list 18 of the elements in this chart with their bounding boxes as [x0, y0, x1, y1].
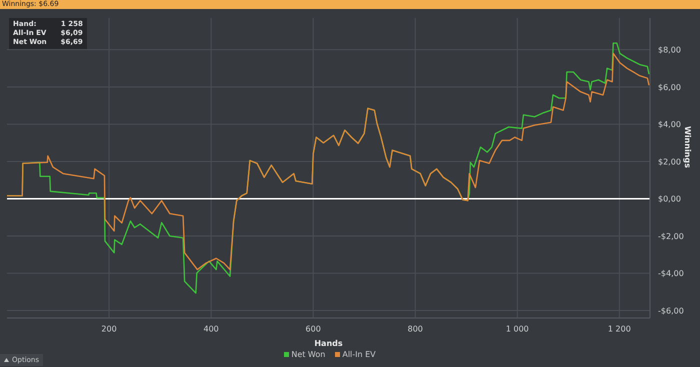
x-tick-label: 200 — [101, 324, 117, 334]
y-axis-title: Winnings — [683, 126, 692, 168]
y-tick-label: -$6,00 — [658, 306, 684, 316]
x-tick-label: 600 — [306, 324, 321, 334]
y-tick-label: -$2,00 — [658, 232, 684, 241]
y-tick-label: -$4,00 — [658, 269, 684, 278]
legend-label: Net Won — [290, 350, 326, 359]
y-tick-label: $0,00 — [658, 194, 681, 204]
y-tick-label: $2,00 — [658, 157, 681, 166]
x-tick-label: 1 000 — [506, 324, 529, 334]
y-tick-label: $6,00 — [658, 82, 681, 92]
y-tick-label: $8,00 — [658, 46, 681, 55]
y-tick-label: $4,00 — [658, 120, 681, 130]
legend-label: All-In EV — [341, 350, 376, 359]
x-tick-label: 800 — [408, 324, 423, 334]
x-axis-title: Hands — [314, 339, 343, 348]
x-tick-label: 1 200 — [608, 324, 631, 334]
x-tick-label: 400 — [203, 324, 219, 334]
